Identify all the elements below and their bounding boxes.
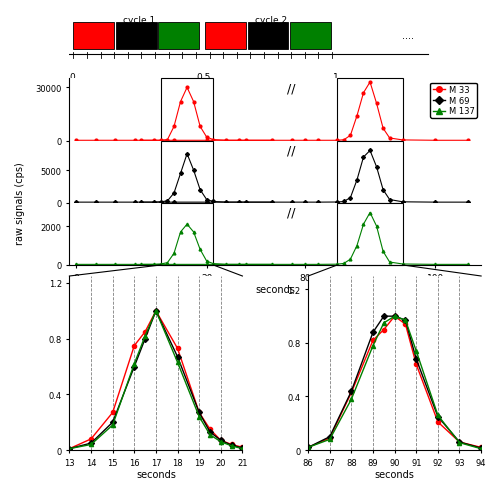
Bar	[73, 23, 114, 49]
Bar	[161, 203, 213, 265]
X-axis label: seconds: seconds	[374, 469, 415, 480]
Text: //: //	[287, 82, 296, 95]
Bar	[161, 141, 213, 203]
Bar	[205, 23, 246, 49]
Text: ....: ....	[402, 31, 414, 41]
Text: cycle 1: cycle 1	[123, 15, 156, 25]
Text: //: //	[287, 144, 296, 157]
Bar	[248, 23, 289, 49]
Text: cycle 2: cycle 2	[255, 15, 287, 25]
Text: raw signals (cps): raw signals (cps)	[15, 162, 25, 244]
Bar	[290, 23, 331, 49]
Bar	[337, 203, 403, 265]
X-axis label: seconds: seconds	[257, 84, 294, 92]
Bar	[337, 79, 403, 141]
Bar	[116, 23, 157, 49]
Bar	[337, 141, 403, 203]
Bar	[161, 79, 213, 141]
Bar	[158, 23, 199, 49]
X-axis label: seconds: seconds	[136, 469, 176, 480]
Text: //: //	[287, 206, 296, 219]
Legend: M 33, M 69, M 137: M 33, M 69, M 137	[430, 83, 477, 119]
X-axis label: seconds: seconds	[255, 285, 295, 295]
